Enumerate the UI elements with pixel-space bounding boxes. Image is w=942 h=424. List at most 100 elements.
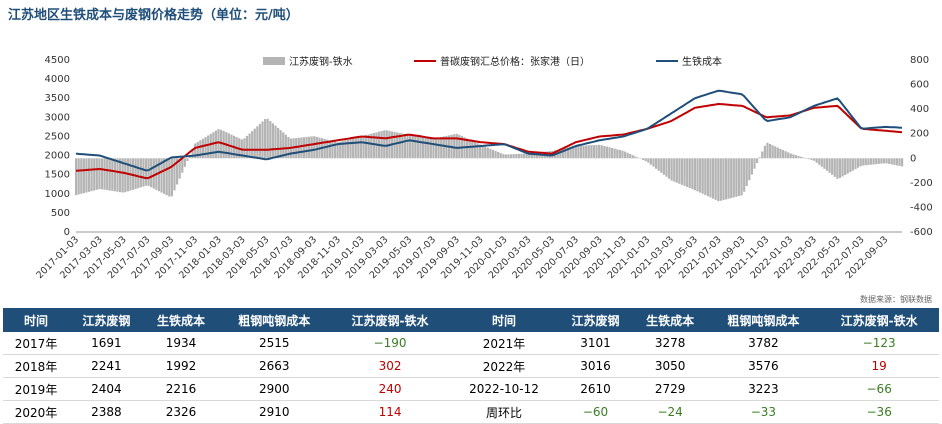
bar-mark: [160, 158, 163, 193]
bar-mark: [196, 141, 199, 159]
bar-mark: [740, 158, 743, 196]
y-right-tick-label: 600: [910, 80, 929, 91]
bar-mark: [774, 146, 777, 159]
y-left-tick-label: 3000: [45, 112, 70, 123]
bar-mark: [385, 130, 388, 159]
table-cell: 2910: [218, 400, 331, 424]
bar-mark: [276, 127, 280, 159]
bar-mark: [844, 158, 847, 176]
bar-mark: [621, 150, 624, 159]
table-cell: 114: [330, 400, 450, 424]
bar-mark: [730, 158, 733, 199]
bar-mark: [468, 139, 471, 159]
bar-mark: [471, 140, 474, 159]
bar-mark: [315, 136, 319, 159]
legend-label: 普碳废钢汇总价格：张家港（日）: [440, 55, 590, 68]
table-cell: 19: [819, 354, 939, 378]
bar-mark: [478, 144, 482, 159]
legend-swatch: [263, 57, 285, 65]
bar-mark: [898, 158, 901, 166]
bar-mark: [864, 158, 867, 166]
bar-mark: [789, 153, 792, 159]
bar-mark: [403, 134, 407, 159]
bar-mark: [139, 158, 142, 188]
bar-mark: [191, 149, 194, 159]
bar-mark: [476, 143, 479, 159]
table-cell: 2017年: [3, 332, 70, 355]
bar-mark: [305, 136, 308, 159]
bar-mark: [766, 142, 769, 159]
bar-mark: [585, 145, 588, 159]
bar-mark: [486, 147, 489, 159]
bar-mark: [530, 153, 533, 159]
bar-mark: [559, 149, 562, 159]
bar-mark: [893, 158, 896, 165]
bar-mark: [243, 138, 246, 159]
bar-mark: [119, 158, 122, 193]
bar-mark: [846, 158, 849, 174]
table-cell: 2326: [143, 400, 219, 424]
table-cell: 2515: [218, 332, 331, 355]
y-right-tick-label: -600: [910, 227, 933, 238]
bar-mark: [106, 158, 109, 191]
legend-label: 生铁成本: [682, 55, 722, 68]
bar-mark: [261, 121, 264, 159]
bar-mark: [735, 158, 738, 197]
bar-mark: [214, 130, 218, 159]
bar-mark: [147, 158, 150, 186]
bar-mark: [157, 158, 161, 192]
bar-mark: [95, 158, 98, 190]
bar-mark: [820, 158, 823, 167]
page-title: 江苏地区生铁成本与废钢价格走势（单位：元/吨）: [8, 8, 299, 23]
bar-mark: [453, 134, 456, 159]
bar-mark: [372, 133, 375, 159]
bar-mark: [683, 158, 686, 186]
bar-mark: [732, 158, 735, 198]
bar-mark: [781, 150, 785, 159]
table-cell: 2019年: [3, 377, 70, 401]
series-line-pig-iron-cost: [75, 89, 903, 172]
bar-mark: [82, 158, 85, 194]
bar-mark: [437, 137, 440, 159]
bar-mark: [792, 154, 795, 159]
bar-mark: [362, 135, 365, 159]
y-left-tick-label: 2000: [45, 151, 70, 162]
table-cell: 240: [330, 377, 450, 401]
bar-mark: [647, 158, 650, 163]
bar-mark: [590, 145, 593, 159]
bar-mark: [359, 136, 363, 159]
bar-mark: [194, 143, 197, 159]
bar-mark: [297, 137, 300, 159]
bar-mark: [173, 158, 176, 191]
bar-mark: [522, 153, 526, 159]
bar-mark: [121, 158, 124, 193]
bar-mark: [256, 126, 259, 159]
bar-mark: [85, 158, 88, 193]
bar-mark: [709, 158, 712, 198]
data-table: 时间 江苏废钢 生铁成本 粗钢吨钢成本 江苏废钢-铁水 时间 江苏废钢 生铁成本 粗钢吨钢成本江…: [3, 308, 939, 424]
bar-mark: [639, 158, 642, 159]
bar-mark: [644, 158, 647, 162]
bar-mark: [186, 158, 189, 161]
column-header: 时间: [3, 308, 70, 332]
bar-mark: [849, 158, 852, 173]
bar-mark: [618, 149, 621, 159]
bar-mark: [699, 158, 702, 193]
bar-mark: [411, 135, 414, 159]
table-row: 2020年 2388 2326 2910 114 周环比 −60 −24 −33 −36: [3, 400, 939, 424]
bar-mark: [833, 158, 836, 177]
bar-mark: [302, 137, 306, 159]
table-cell: −60: [558, 400, 633, 424]
bar-mark: [768, 143, 772, 159]
bar-mark: [279, 130, 282, 159]
y-right-tick-label: 400: [910, 104, 929, 115]
bar-mark: [367, 134, 370, 159]
bar-mark: [328, 140, 331, 159]
bar-mark: [662, 158, 665, 175]
bar-mark: [745, 158, 748, 186]
bar-mark: [629, 153, 632, 159]
table-cell: −36: [819, 400, 939, 424]
bar-mark: [825, 158, 829, 171]
bar-mark: [323, 138, 326, 159]
column-header: 生铁成本: [143, 308, 219, 332]
